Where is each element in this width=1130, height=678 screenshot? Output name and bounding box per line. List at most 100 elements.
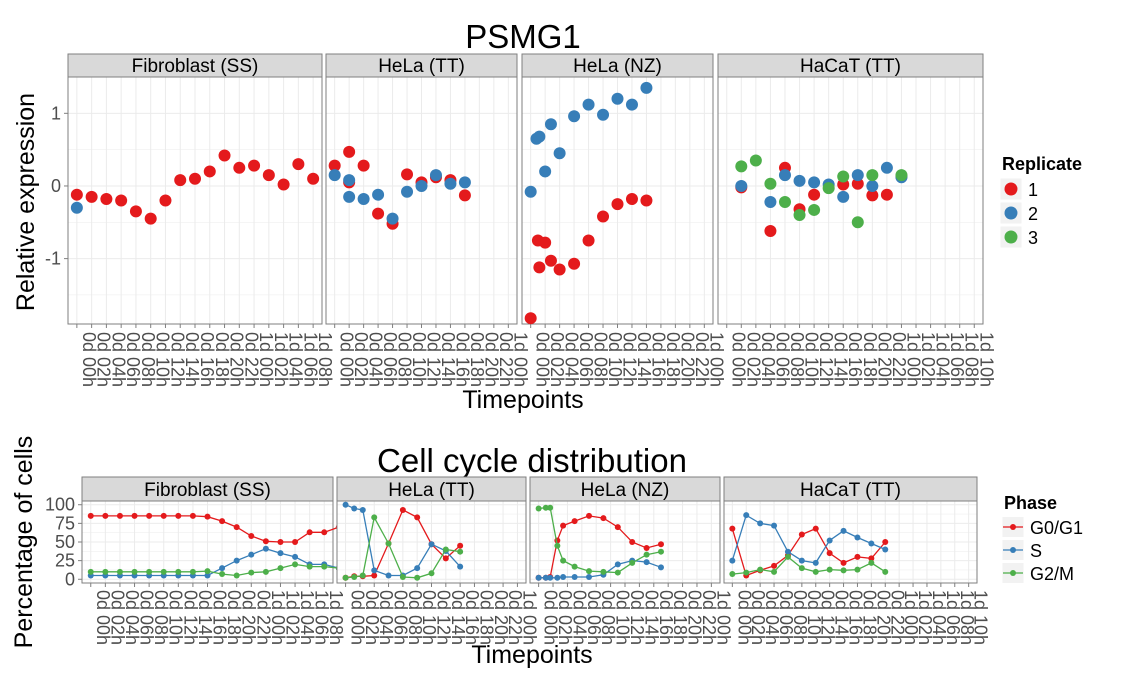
x-tick-label: 0d 20h	[491, 590, 511, 645]
data-point	[343, 190, 356, 203]
x-tick-label: 0d 14h	[831, 332, 851, 387]
x-tick-label: 0d 10h	[409, 332, 429, 387]
legend-title: Phase	[1004, 493, 1057, 513]
data-point	[129, 205, 142, 218]
data-point	[597, 210, 610, 223]
data-point	[429, 169, 442, 182]
x-tick-label: 0d 06h	[380, 332, 400, 387]
data-point	[643, 559, 650, 566]
x-tick-label: 1d 06h	[312, 590, 332, 645]
data-point	[342, 501, 349, 508]
data-point	[553, 147, 566, 160]
data-point	[458, 189, 471, 202]
data-point	[808, 176, 821, 189]
legend-title: Replicate	[1002, 154, 1082, 174]
facet-strip-label: HaCaT (TT)	[800, 480, 901, 501]
data-point	[359, 572, 366, 579]
data-point	[611, 198, 624, 211]
x-tick-label: 1d 10h	[971, 590, 991, 645]
data-point	[174, 174, 187, 187]
data-point	[306, 563, 313, 570]
legend-label: S	[1030, 541, 1042, 561]
x-tick-label: 0d 04h	[758, 332, 778, 387]
data-point	[614, 524, 621, 531]
x-tick-label: 0d 20h	[239, 590, 259, 645]
data-point	[175, 512, 182, 519]
x-tick-label: 0d 06h	[137, 590, 157, 645]
data-point	[359, 506, 366, 513]
x-tick-label: 0d 22h	[496, 332, 516, 387]
data-point	[292, 553, 299, 560]
facet-panel	[81, 476, 342, 587]
data-point	[277, 565, 284, 572]
data-point	[866, 179, 879, 192]
series-line	[345, 504, 461, 577]
data-point	[343, 174, 356, 187]
x-tick-label: 0d 08h	[787, 332, 807, 387]
x-tick-label: 0d 10h	[605, 332, 625, 387]
data-point	[657, 541, 664, 548]
data-point	[880, 161, 893, 174]
x-tick-label: 1d 04h	[933, 332, 953, 387]
data-point	[102, 512, 109, 519]
x-tick-label: 0d 12h	[424, 332, 444, 387]
data-point	[778, 169, 791, 182]
data-point	[784, 553, 791, 560]
facet-strip-label: HeLa (NZ)	[573, 56, 662, 77]
data-point	[87, 512, 94, 519]
data-point	[544, 118, 557, 131]
facet-strip	[521, 53, 714, 78]
x-tick-label: 0d 22h	[889, 332, 909, 387]
data-point	[399, 506, 406, 513]
data-point	[372, 207, 385, 220]
data-point	[840, 567, 847, 574]
legend-key-point	[1010, 547, 1016, 553]
data-point	[87, 568, 94, 575]
data-point	[554, 574, 561, 581]
x-tick-label: 0d 16h	[845, 332, 865, 387]
x-tick-label: 0d 16h	[648, 332, 668, 387]
data-point	[597, 108, 610, 121]
data-point	[882, 539, 889, 545]
x-tick-label: 1d 00h	[713, 590, 733, 645]
data-point	[262, 568, 269, 575]
y-tick-label: 25	[55, 551, 75, 571]
facet-strip	[67, 53, 323, 78]
data-point	[321, 529, 328, 536]
x-tick-label: 1d 04h	[297, 590, 317, 645]
data-point	[882, 568, 889, 575]
x-tick-label: 0d 18h	[212, 332, 232, 387]
x-tick-label: 1d 00h	[256, 332, 276, 387]
x-tick-label: 0d 10h	[613, 590, 633, 645]
x-tick-label: 0d 08h	[395, 332, 415, 387]
data-point	[568, 257, 581, 270]
x-tick-label: 1d 04h	[929, 590, 949, 645]
data-point	[560, 574, 567, 581]
x-tick-label: 0d 22h	[887, 590, 907, 645]
x-tick-label: 0d 20h	[227, 332, 247, 387]
x-axis-title: Timepoints	[462, 386, 583, 414]
data-point	[414, 565, 421, 572]
data-point	[560, 522, 567, 529]
x-tick-label: 1d 00h	[519, 590, 539, 645]
data-point	[277, 539, 284, 545]
data-point	[629, 559, 636, 566]
data-point	[401, 185, 414, 198]
data-point	[798, 565, 805, 572]
data-point	[729, 571, 736, 578]
data-point	[328, 159, 341, 172]
legend-label: 2	[1028, 204, 1038, 224]
x-tick-label: 0d 02h	[107, 590, 127, 645]
data-point	[233, 161, 246, 174]
data-point	[70, 201, 83, 214]
data-point	[764, 195, 777, 208]
data-point	[757, 520, 764, 527]
x-tick-label: 0d 14h	[195, 590, 215, 645]
x-tick-label: 0d 08h	[151, 590, 171, 645]
x-tick-label: 0d 00h	[533, 332, 553, 387]
data-point	[204, 513, 211, 520]
data-point	[160, 568, 167, 575]
data-point	[837, 190, 850, 203]
chart-title: PSMG1	[465, 18, 581, 55]
x-tick-label: 0d 02h	[555, 590, 575, 645]
